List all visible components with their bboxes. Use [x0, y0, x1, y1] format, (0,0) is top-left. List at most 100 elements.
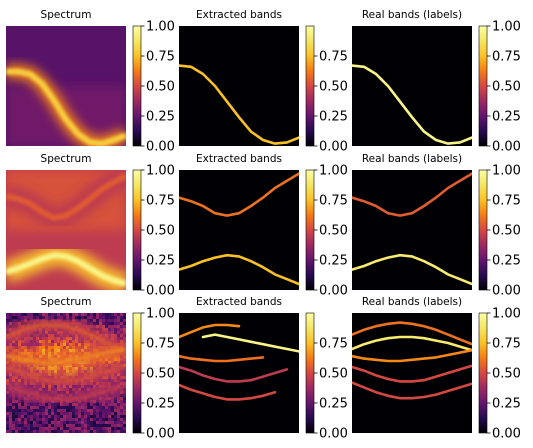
noise-cell	[12, 400, 16, 404]
noise-cell	[48, 409, 52, 413]
bands-background	[179, 26, 299, 146]
noise-cell	[99, 328, 103, 332]
noise-cell	[117, 334, 121, 338]
noise-cell	[48, 430, 52, 433]
noise-cell	[75, 409, 79, 413]
noise-cell	[18, 313, 22, 317]
noise-cell	[99, 325, 103, 329]
noise-cell	[6, 397, 10, 401]
noise-cell	[12, 427, 16, 431]
noise-cell	[96, 409, 100, 413]
noise-cell	[30, 343, 34, 347]
noise-cell	[18, 319, 22, 323]
noise-cell	[72, 313, 76, 317]
noise-cell	[81, 418, 85, 422]
panel-title: Spectrum	[41, 296, 92, 308]
noise-cell	[120, 337, 124, 341]
colorbar-tick-label: 0.50	[319, 224, 348, 239]
noise-cell	[30, 346, 34, 350]
noise-cell	[21, 421, 25, 425]
noise-cell	[63, 340, 67, 344]
band-line	[352, 172, 472, 217]
noise-cell	[15, 406, 19, 410]
noise-cell	[90, 319, 94, 323]
noise-cell	[123, 337, 126, 341]
noise-cell	[18, 340, 22, 344]
noise-cell	[105, 418, 109, 422]
noise-cell	[27, 415, 31, 419]
colorbar-tick-label: 0.00	[146, 140, 175, 155]
noise-cell	[81, 346, 85, 350]
noise-cell	[36, 412, 40, 416]
colorbar	[132, 25, 142, 147]
noise-cell	[108, 427, 112, 431]
noise-cell	[6, 325, 10, 329]
noise-cell	[42, 340, 46, 344]
noise-cell	[51, 337, 55, 341]
noise-cell	[24, 430, 28, 433]
noise-cell	[96, 319, 100, 323]
noise-cell	[57, 370, 61, 374]
noise-cell	[9, 424, 13, 428]
noise-cell	[78, 424, 82, 428]
noise-cell	[54, 388, 58, 392]
noise-cell	[24, 400, 28, 404]
noise-cell	[120, 319, 124, 323]
noise-cell	[108, 313, 112, 317]
noise-cell	[51, 406, 55, 410]
noise-cell	[51, 421, 55, 425]
noise-cell	[27, 316, 31, 320]
band-line	[179, 365, 289, 383]
noise-cell	[15, 313, 19, 317]
noise-cell	[69, 412, 73, 416]
band-line	[179, 323, 241, 339]
noise-cell	[63, 418, 67, 422]
noise-cell	[93, 382, 97, 386]
noise-cell	[63, 349, 67, 353]
noise-cell	[45, 334, 49, 338]
colorbar-tick-label: 0.50	[319, 367, 348, 382]
noise-cell	[30, 316, 34, 320]
noise-cell	[108, 379, 112, 383]
noise-cell	[123, 397, 126, 401]
noise-cell	[21, 319, 25, 323]
noise-cell	[69, 346, 73, 350]
noise-cell	[99, 400, 103, 404]
noise-cell	[99, 415, 103, 419]
noise-cell	[111, 313, 115, 317]
noise-cell	[66, 415, 70, 419]
noise-cell	[102, 430, 106, 433]
colorbar-tick-label: 0.00	[319, 427, 348, 442]
noise-cell	[30, 406, 34, 410]
noise-cell	[87, 319, 91, 323]
noise-cell	[33, 427, 37, 431]
noise-cell	[117, 322, 121, 326]
colorbar-tick-label: 0.50	[492, 367, 521, 382]
noise-cell	[72, 367, 76, 371]
colorbar-tick-label: 0.75	[146, 50, 175, 65]
spectrum-band	[6, 68, 126, 146]
noise-cell	[108, 322, 112, 326]
noise-cell	[27, 409, 31, 413]
noise-cell	[111, 406, 115, 410]
noise-cell	[24, 382, 28, 386]
noise-cell	[36, 346, 40, 350]
noise-cell	[120, 415, 124, 419]
noise-cell	[81, 316, 85, 320]
noise-cell	[12, 322, 16, 326]
noise-cell	[24, 340, 28, 344]
noise-cell	[57, 337, 61, 341]
noise-cell	[54, 415, 58, 419]
noise-cell	[99, 319, 103, 323]
noise-cell	[81, 421, 85, 425]
noise-cell	[69, 406, 73, 410]
colorbar-tick-label: 1.00	[319, 164, 348, 179]
noise-cell	[18, 412, 22, 416]
spectrum-band	[6, 347, 126, 365]
noise-cell	[108, 316, 112, 320]
noise-cell	[45, 427, 49, 431]
noise-cell	[78, 409, 82, 413]
spectrum-band	[6, 252, 126, 287]
noise-cell	[72, 370, 76, 374]
noise-cell	[114, 322, 118, 326]
